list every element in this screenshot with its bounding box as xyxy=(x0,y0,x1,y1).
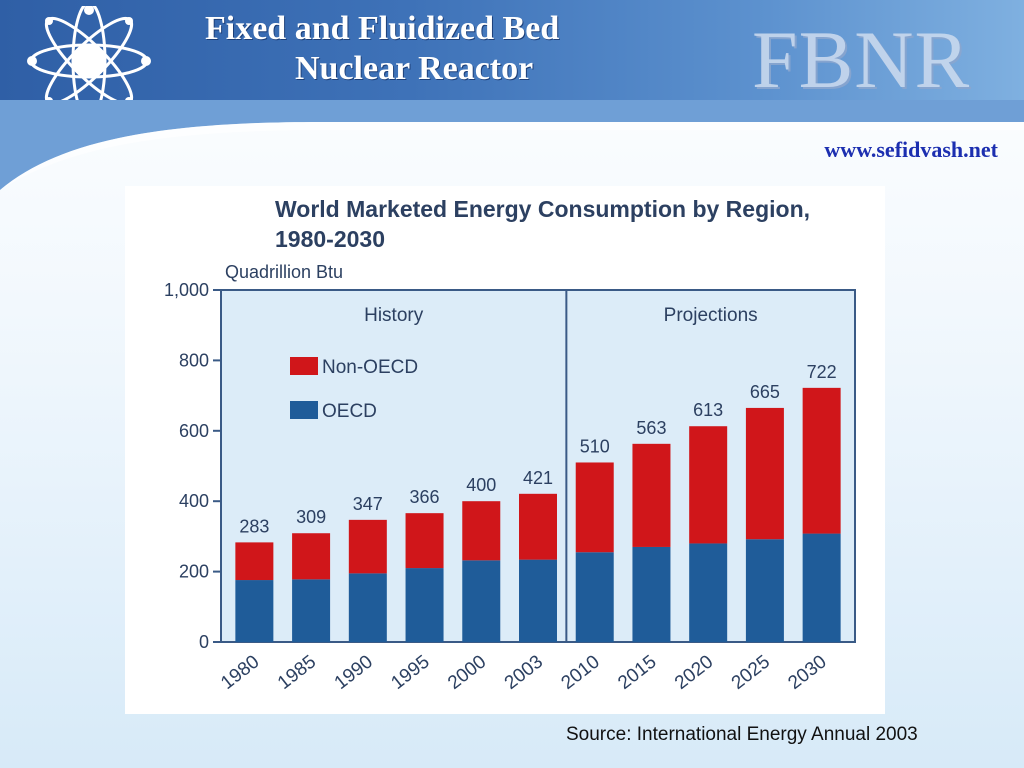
bar-oecd-1985 xyxy=(292,579,331,642)
legend-swatch-oecd xyxy=(290,401,318,419)
bar-non-oecd-2025 xyxy=(745,407,784,540)
chart-title: World Marketed Energy Consumption by Reg… xyxy=(275,196,811,252)
bar-oecd-1990 xyxy=(348,573,387,642)
x-tick-label: 2003 xyxy=(501,651,547,694)
bar-non-oecd-2015 xyxy=(632,443,671,547)
bar-oecd-2025 xyxy=(745,539,784,642)
y-tick-label: 800 xyxy=(179,350,209,370)
bar-non-oecd-2020 xyxy=(689,426,728,544)
y-tick-label: 600 xyxy=(179,421,209,441)
bar-non-oecd-1995 xyxy=(405,513,444,569)
x-tick-label: 2010 xyxy=(558,651,604,694)
x-tick-label: 1985 xyxy=(274,651,320,694)
bar-non-oecd-1985 xyxy=(292,533,331,580)
section-label-projections: Projections xyxy=(664,305,758,326)
y-tick-label: 1,000 xyxy=(164,280,209,300)
chart-panel: World Marketed Energy Consumption by Reg… xyxy=(125,186,885,714)
bar-oecd-2003 xyxy=(519,559,557,642)
y-axis-label: Quadrillion Btu xyxy=(225,262,343,282)
y-tick-label: 0 xyxy=(199,632,209,652)
y-tick-label: 200 xyxy=(179,562,209,582)
energy-consumption-chart: Quadrillion Btu 0 200 400 600 800 1,000 History… xyxy=(164,262,856,694)
bar-oecd-1995 xyxy=(405,568,444,642)
x-tick-label: 2030 xyxy=(784,651,830,694)
bar-oecd-2010 xyxy=(575,552,614,642)
bar-oecd-1980 xyxy=(235,580,274,642)
legend-swatch-non-oecd xyxy=(290,357,318,375)
bar-non-oecd-2003 xyxy=(519,493,557,560)
bar-total-label: 366 xyxy=(410,487,440,507)
bar-total-label: 510 xyxy=(580,436,610,456)
header-swoosh xyxy=(0,100,1024,190)
bar-total-label: 421 xyxy=(523,468,553,488)
bar-oecd-2030 xyxy=(802,533,841,642)
bar-non-oecd-1980 xyxy=(235,542,274,581)
legend-label-non-oecd: Non-OECD xyxy=(322,357,418,378)
x-tick-label: 1995 xyxy=(387,651,433,694)
x-tick-label: 2015 xyxy=(614,651,660,694)
bar-total-label: 347 xyxy=(353,494,383,514)
brand-logo-text: FBNR xyxy=(752,18,971,102)
y-tick-label: 400 xyxy=(179,491,209,511)
bar-total-label: 283 xyxy=(239,516,269,536)
bar-total-label: 400 xyxy=(466,475,496,495)
website-link[interactable]: www.sefidvash.net xyxy=(824,137,998,162)
bar-oecd-2020 xyxy=(689,543,728,642)
bar-non-oecd-2010 xyxy=(575,462,614,553)
bar-non-oecd-2000 xyxy=(462,501,501,561)
source-caption: Source: International Energy Annual 2003 xyxy=(566,724,918,745)
bar-total-label: 665 xyxy=(750,382,780,402)
x-tick-label: 1990 xyxy=(331,651,377,694)
bar-total-label: 563 xyxy=(636,418,666,438)
bar-oecd-2000 xyxy=(462,560,501,642)
bar-total-label: 722 xyxy=(807,362,837,382)
page-title-line-2: Nuclear Reactor xyxy=(295,50,534,87)
x-tick-label: 2025 xyxy=(728,651,774,694)
page-title-line-1: Fixed and Fluidized Bed xyxy=(205,10,560,47)
bar-oecd-2015 xyxy=(632,546,671,642)
x-tick-label: 2000 xyxy=(444,651,490,694)
bar-total-label: 613 xyxy=(693,400,723,420)
x-tick-label: 1980 xyxy=(217,651,263,694)
section-label-history: History xyxy=(364,305,424,326)
bar-non-oecd-1990 xyxy=(348,519,387,574)
x-tick-label: 2020 xyxy=(671,651,717,694)
legend-label-oecd: OECD xyxy=(322,401,377,422)
bar-total-label: 309 xyxy=(296,507,326,527)
bar-non-oecd-2030 xyxy=(802,387,841,534)
